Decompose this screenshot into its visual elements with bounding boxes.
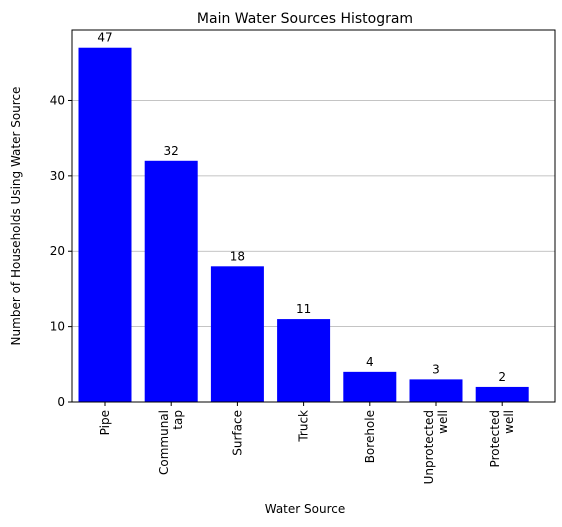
x-tick-label: Surface (230, 410, 244, 456)
y-tick-label: 0 (57, 395, 65, 409)
x-axis-label: Water Source (265, 502, 346, 516)
x-tick-label-line: Protected (488, 410, 502, 467)
bar (144, 160, 198, 402)
y-tick-label: 40 (50, 93, 65, 107)
x-tick-label-line: Pipe (98, 410, 112, 435)
x-tick-label: Unprotectedwell (422, 410, 450, 484)
bar-data-label: 3 (432, 362, 440, 376)
x-tick-label: Communaltap (157, 410, 185, 475)
x-tick-label-line: well (436, 410, 450, 434)
x-axis: Pipe Communaltap Surface Truck Borehole Unpro… (98, 402, 516, 484)
bar-data-label: 18 (230, 249, 245, 263)
x-tick-label-line: Borehole (363, 410, 377, 463)
grid-lines (72, 100, 555, 328)
bar (277, 319, 331, 402)
y-axis: 0 10 20 30 40 (50, 93, 72, 409)
bar-data-label: 11 (296, 302, 311, 316)
x-tick-label: Protectedwell (488, 410, 516, 467)
y-axis-label: Number of Households Using Water Source (9, 87, 23, 346)
bar (78, 47, 132, 402)
bar (409, 379, 463, 402)
bar-data-label: 32 (164, 144, 179, 158)
bar-data-label: 2 (498, 370, 506, 384)
x-tick-label-line: Surface (230, 410, 244, 456)
bar-data-label: 4 (366, 355, 374, 369)
bar (343, 371, 397, 402)
x-tick-label: Truck (297, 410, 311, 443)
x-tick-label-line: Truck (297, 410, 311, 443)
bar-data-label: 47 (97, 31, 112, 45)
x-tick-label: Pipe (98, 410, 112, 435)
y-tick-label: 10 (50, 320, 65, 334)
y-tick-label: 30 (50, 169, 65, 183)
bars (78, 47, 529, 402)
y-tick-label: 20 (50, 244, 65, 258)
bar (475, 386, 529, 402)
plot-frame (71, 29, 556, 403)
x-tick-label: Borehole (363, 410, 377, 463)
bar (210, 266, 264, 402)
x-tick-label-line: well (502, 410, 516, 434)
x-tick-label-line: Unprotected (422, 410, 436, 484)
x-tick-label-line: tap (171, 410, 185, 430)
chart-title: Main Water Sources Histogram (197, 11, 413, 27)
x-tick-label-line: Communal (157, 410, 171, 475)
